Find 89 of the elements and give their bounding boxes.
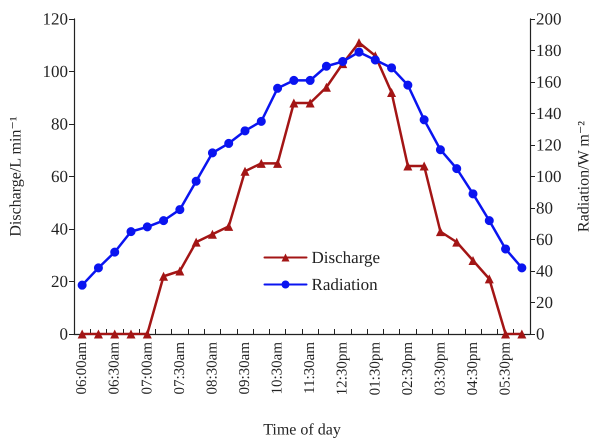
x-tick-label: 10:30am xyxy=(270,342,286,394)
y2-tick-label: 40 xyxy=(536,262,553,280)
point xyxy=(468,256,478,265)
point xyxy=(256,158,266,168)
point xyxy=(142,330,152,338)
point xyxy=(484,274,494,284)
legend-label: Discharge xyxy=(312,248,380,267)
y-tick-label: 0 xyxy=(60,324,68,344)
point xyxy=(501,244,510,254)
point xyxy=(126,227,136,236)
y-tick-label: 40 xyxy=(51,220,68,238)
point xyxy=(208,148,217,158)
point xyxy=(273,84,282,93)
x-tick-label: 11:30am xyxy=(302,342,318,394)
point xyxy=(289,76,298,85)
point xyxy=(322,62,331,71)
point xyxy=(94,330,103,338)
point xyxy=(517,263,526,272)
y2-tick-label: 20 xyxy=(536,293,553,312)
point xyxy=(110,330,120,338)
point xyxy=(175,266,184,276)
point xyxy=(370,55,380,64)
point xyxy=(256,116,266,126)
point xyxy=(175,205,184,214)
y-tick-label: 60 xyxy=(51,167,68,186)
point xyxy=(354,48,364,57)
x-tick-label: 12:30pm xyxy=(334,342,351,396)
point xyxy=(110,248,120,257)
point xyxy=(436,227,445,236)
x-axis-title: Time of day xyxy=(263,422,341,438)
point xyxy=(94,263,103,272)
point xyxy=(452,238,462,247)
point xyxy=(208,230,217,239)
x-tick-label: 02:30pm xyxy=(400,342,416,396)
y2-tick-label: 0 xyxy=(536,324,544,344)
point xyxy=(306,98,315,108)
point xyxy=(126,330,136,338)
point xyxy=(78,330,87,338)
y2-tick-label: 60 xyxy=(536,230,553,249)
x-tick-label: 04:30pm xyxy=(465,342,481,396)
y-axis-title: Discharge/L min⁻¹ xyxy=(8,116,24,237)
x-tick-label: 08:30am xyxy=(204,342,220,394)
point xyxy=(354,38,364,48)
point xyxy=(192,176,201,186)
point xyxy=(468,189,478,198)
point xyxy=(289,98,298,108)
x-tick-label: 06:00am xyxy=(74,342,90,394)
point xyxy=(159,272,168,281)
x-tick-label: 01:30pm xyxy=(367,342,384,396)
point xyxy=(420,115,429,124)
point xyxy=(306,76,315,85)
point xyxy=(387,88,396,97)
y2-axis-title: Radiation/W m⁻² xyxy=(576,120,592,232)
y2-tick-label: 140 xyxy=(536,104,562,123)
y-tick-label: 20 xyxy=(51,272,68,291)
y2-tick-label: 100 xyxy=(536,167,562,186)
point xyxy=(240,126,250,136)
y2-tick-label: 120 xyxy=(536,136,562,154)
point xyxy=(452,164,462,174)
point xyxy=(142,222,152,232)
legend-label: Radiation xyxy=(312,275,378,294)
y2-tick-label: 180 xyxy=(536,41,562,60)
point xyxy=(273,158,282,168)
y2-tick-label: 80 xyxy=(536,198,553,218)
y-tick-label: 120 xyxy=(42,10,68,28)
x-tick-label: 07:00am xyxy=(139,342,156,394)
point xyxy=(224,138,234,148)
point xyxy=(517,330,526,338)
point xyxy=(420,162,429,170)
point xyxy=(192,238,201,247)
point xyxy=(484,216,494,226)
x-tick-label: 06:30am xyxy=(106,342,123,394)
y2-tick-label: 200 xyxy=(536,10,562,28)
x-tick-label: 05:30pm xyxy=(498,342,514,396)
y-tick-label: 80 xyxy=(51,114,68,134)
y-tick-label: 100 xyxy=(42,62,68,81)
point xyxy=(387,63,396,72)
point xyxy=(501,330,510,338)
point xyxy=(403,80,412,90)
x-tick-label: 07:30am xyxy=(172,342,188,394)
x-tick-label: 03:30pm xyxy=(432,342,448,396)
point xyxy=(240,166,250,176)
point xyxy=(403,162,412,170)
y2-tick-label: 160 xyxy=(536,72,562,92)
point xyxy=(436,145,445,154)
point xyxy=(159,216,168,226)
point xyxy=(78,280,87,290)
point xyxy=(224,222,234,231)
x-tick-label: 09:30am xyxy=(237,342,253,394)
